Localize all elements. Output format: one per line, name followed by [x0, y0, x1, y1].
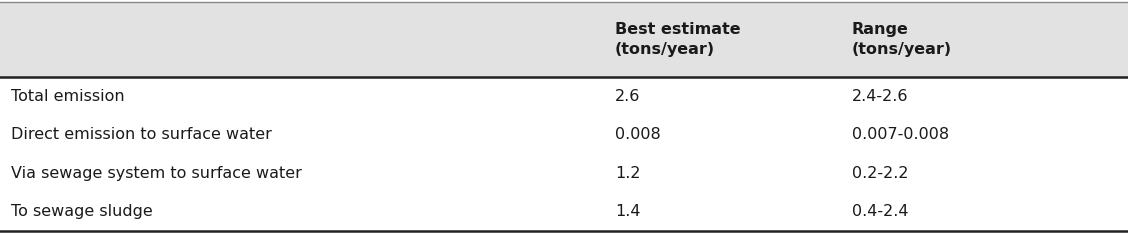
Text: 2.4-2.6: 2.4-2.6 [852, 89, 908, 104]
Bar [0, 2, 1128, 77]
Text: 2.6: 2.6 [615, 89, 640, 104]
Text: 0.008: 0.008 [615, 127, 661, 142]
Text: Direct emission to surface water: Direct emission to surface water [11, 127, 272, 142]
Text: To sewage sludge: To sewage sludge [11, 204, 153, 219]
Text: 1.2: 1.2 [615, 166, 641, 181]
Text: 0.4-2.4: 0.4-2.4 [852, 204, 908, 219]
Text: 1.4: 1.4 [615, 204, 641, 219]
Text: Best estimate
(tons/year): Best estimate (tons/year) [615, 22, 740, 57]
Text: Total emission: Total emission [11, 89, 125, 104]
Text: 0.2-2.2: 0.2-2.2 [852, 166, 908, 181]
Text: 0.007-0.008: 0.007-0.008 [852, 127, 949, 142]
Text: Via sewage system to surface water: Via sewage system to surface water [11, 166, 302, 181]
Text: Range
(tons/year): Range (tons/year) [852, 22, 952, 57]
